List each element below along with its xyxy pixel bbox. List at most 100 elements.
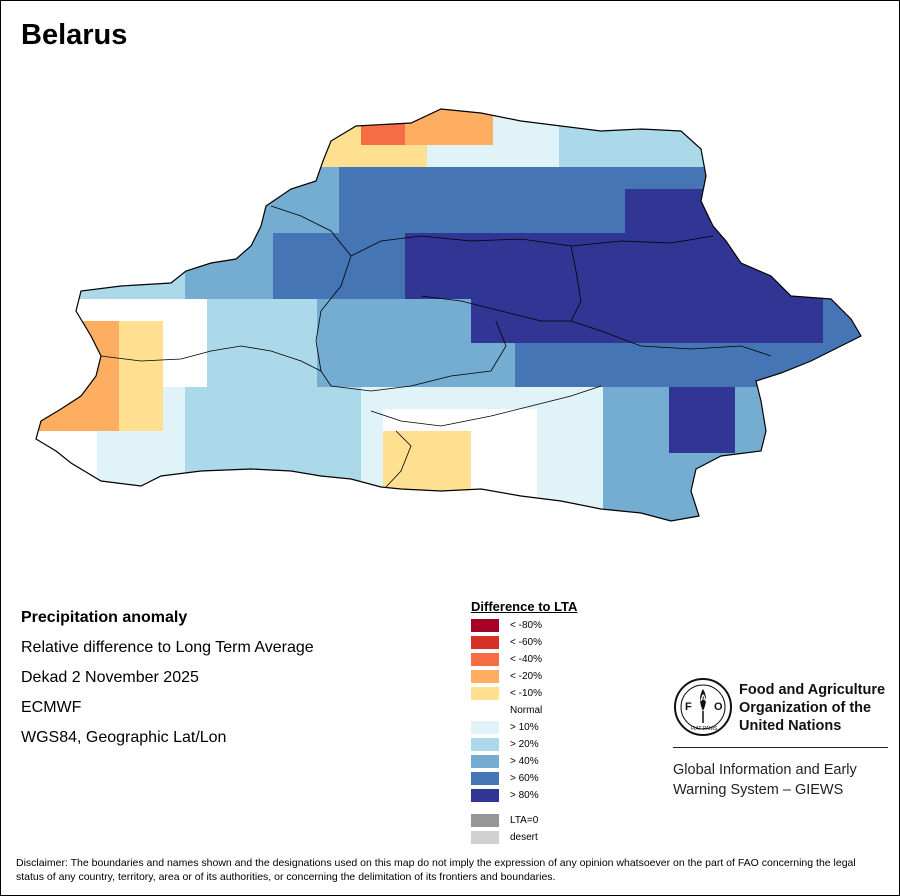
legend-label: > 60% bbox=[510, 772, 539, 784]
anomaly-cell bbox=[317, 343, 340, 366]
anomaly-cell bbox=[801, 211, 824, 234]
anomaly-cell bbox=[339, 365, 362, 388]
legend-swatch bbox=[471, 703, 499, 717]
anomaly-cell bbox=[295, 365, 318, 388]
anomaly-cell bbox=[251, 299, 274, 322]
anomaly-cell bbox=[493, 387, 516, 410]
anomaly-cell bbox=[97, 211, 120, 234]
anomaly-cell bbox=[801, 145, 824, 168]
anomaly-cell bbox=[163, 109, 186, 124]
anomaly-cell bbox=[405, 365, 428, 388]
anomaly-cell bbox=[823, 321, 846, 344]
anomaly-cell bbox=[53, 123, 76, 146]
anomaly-cell bbox=[273, 343, 296, 366]
anomaly-cell bbox=[801, 519, 824, 521]
anomaly-cell bbox=[449, 123, 472, 146]
anomaly-cell bbox=[207, 233, 230, 256]
anomaly-cell bbox=[295, 343, 318, 366]
anomaly-cell bbox=[36, 123, 54, 146]
anomaly-cell bbox=[53, 475, 76, 498]
anomaly-cell bbox=[427, 343, 450, 366]
anomaly-cell bbox=[603, 299, 626, 322]
legend-item: < -80% bbox=[471, 618, 542, 632]
anomaly-cell bbox=[229, 211, 252, 234]
fao-divider bbox=[673, 747, 888, 748]
anomaly-cell bbox=[823, 211, 846, 234]
anomaly-cell bbox=[75, 299, 98, 322]
anomaly-cell bbox=[625, 497, 648, 520]
anomaly-cell bbox=[581, 409, 604, 432]
anomaly-cell bbox=[229, 109, 252, 124]
anomaly-cell bbox=[735, 343, 758, 366]
legend: Difference to LTA < -80% < -60% < -40% < -2… bbox=[471, 599, 577, 844]
anomaly-cell bbox=[295, 299, 318, 322]
anomaly-cell bbox=[405, 211, 428, 234]
disclaimer: Disclaimer: The boundaries and names sho… bbox=[16, 857, 856, 883]
anomaly-cell bbox=[207, 109, 230, 124]
anomaly-cell bbox=[185, 453, 208, 476]
anomaly-cell bbox=[691, 431, 714, 454]
anomaly-cell bbox=[603, 387, 626, 410]
anomaly-cell bbox=[273, 387, 296, 410]
anomaly-cell bbox=[405, 409, 428, 432]
anomaly-cell bbox=[185, 233, 208, 256]
anomaly-cell bbox=[427, 255, 450, 278]
legend-item: > 40% bbox=[471, 754, 539, 768]
anomaly-cell bbox=[317, 277, 340, 300]
legend-item: > 10% bbox=[471, 720, 539, 734]
anomaly-cell bbox=[295, 475, 318, 498]
anomaly-cell bbox=[36, 109, 54, 124]
anomaly-cell bbox=[823, 519, 846, 521]
anomaly-cell bbox=[449, 109, 472, 124]
anomaly-cell bbox=[845, 497, 861, 520]
anomaly-cell bbox=[97, 299, 120, 322]
anomaly-cell bbox=[559, 409, 582, 432]
anomaly-cell bbox=[581, 299, 604, 322]
anomaly-cell bbox=[845, 167, 861, 190]
anomaly-cell bbox=[867, 123, 890, 146]
anomaly-cell bbox=[427, 321, 450, 344]
anomaly-cell bbox=[779, 365, 802, 388]
anomaly-cell bbox=[251, 255, 274, 278]
info-period: Dekad 2 November 2025 bbox=[21, 669, 199, 686]
anomaly-cell bbox=[427, 123, 450, 146]
anomaly-cell bbox=[163, 123, 186, 146]
anomaly-cell bbox=[625, 299, 648, 322]
anomaly-cell bbox=[36, 475, 54, 498]
anomaly-cell bbox=[779, 387, 802, 410]
anomaly-cell bbox=[559, 365, 582, 388]
anomaly-cell bbox=[317, 365, 340, 388]
legend-item: Normal bbox=[471, 703, 542, 717]
anomaly-cell bbox=[53, 189, 76, 212]
anomaly-cell bbox=[713, 167, 736, 190]
anomaly-cell bbox=[295, 409, 318, 432]
anomaly-cell bbox=[625, 321, 648, 344]
anomaly-cell bbox=[603, 211, 626, 234]
anomaly-cell bbox=[735, 189, 758, 212]
anomaly-cell bbox=[735, 453, 758, 476]
anomaly-cell bbox=[119, 277, 142, 300]
anomaly-cell bbox=[36, 233, 54, 256]
anomaly-cell bbox=[471, 343, 494, 366]
anomaly-cell bbox=[823, 109, 846, 124]
anomaly-cell bbox=[229, 321, 252, 344]
anomaly-cell bbox=[559, 497, 582, 520]
anomaly-cell bbox=[449, 255, 472, 278]
info-product: Precipitation anomaly bbox=[21, 609, 188, 626]
anomaly-cell bbox=[361, 453, 384, 476]
anomaly-cell bbox=[273, 299, 296, 322]
anomaly-cell bbox=[471, 475, 494, 498]
anomaly-cell bbox=[735, 123, 758, 146]
legend-swatch bbox=[471, 686, 499, 700]
legend-swatch bbox=[471, 669, 499, 683]
anomaly-cell bbox=[801, 299, 824, 322]
anomaly-cell bbox=[801, 189, 824, 212]
anomaly-cell bbox=[669, 189, 692, 212]
legend-label: > 10% bbox=[510, 721, 539, 733]
anomaly-cell bbox=[713, 255, 736, 278]
anomaly-cell bbox=[647, 321, 670, 344]
anomaly-cell bbox=[559, 431, 582, 454]
anomaly-cell bbox=[383, 211, 406, 234]
anomaly-cell bbox=[691, 299, 714, 322]
